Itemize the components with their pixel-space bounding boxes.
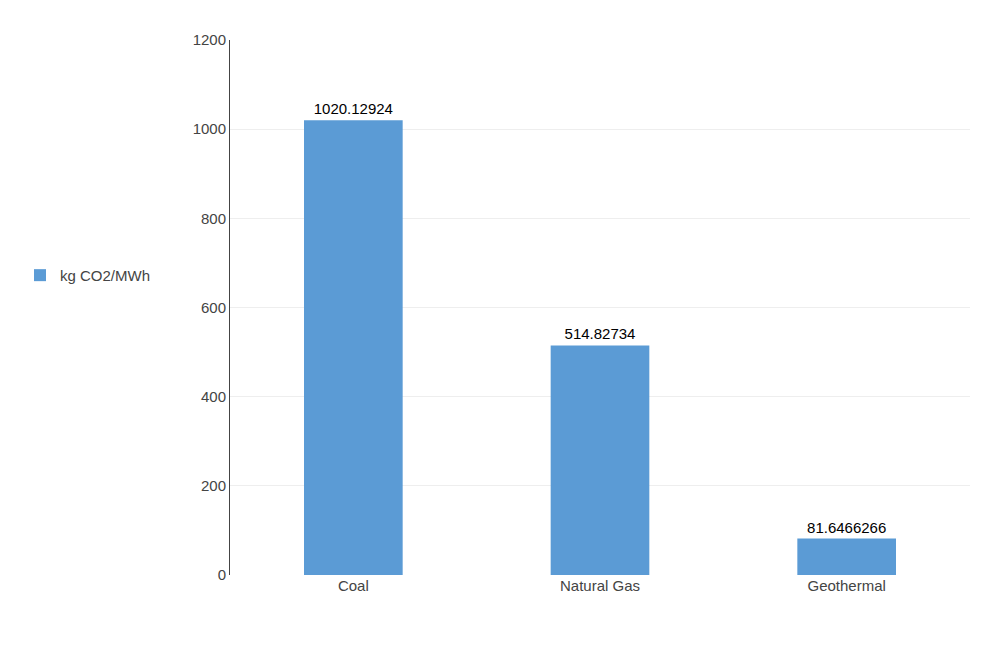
svg-text:600: 600 (201, 299, 226, 316)
svg-text:0: 0 (218, 566, 226, 583)
svg-text:81.6466266: 81.6466266 (807, 519, 886, 536)
svg-text:800: 800 (201, 210, 226, 227)
svg-text:Natural Gas: Natural Gas (560, 577, 640, 594)
svg-text:200: 200 (201, 477, 226, 494)
svg-text:514.82734: 514.82734 (565, 325, 636, 342)
svg-text:1200: 1200 (193, 31, 226, 48)
svg-text:1020.12924: 1020.12924 (314, 100, 393, 117)
svg-text:Coal: Coal (338, 577, 369, 594)
svg-text:400: 400 (201, 388, 226, 405)
svg-text:kg CO2/MWh: kg CO2/MWh (60, 267, 150, 284)
svg-text:Geothermal: Geothermal (807, 577, 885, 594)
svg-text:1000: 1000 (193, 120, 226, 137)
